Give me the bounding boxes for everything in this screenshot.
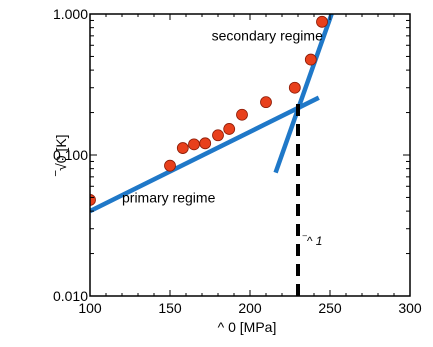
- data-point: [316, 15, 328, 28]
- y-tick-label: 0.100: [53, 147, 88, 163]
- data-point: [176, 142, 189, 154]
- x-tick-label: 250: [318, 300, 342, 316]
- fit-line-1: [90, 95, 320, 214]
- x-tick-label: 200: [238, 300, 262, 316]
- data-point: [260, 96, 272, 109]
- fit-line-2: [273, 14, 334, 174]
- data-point: [223, 123, 236, 135]
- x-tick-label: 150: [158, 300, 182, 316]
- x-tick-label: 300: [398, 300, 422, 316]
- y-tick-label: 1.000: [53, 6, 88, 22]
- annotation-2: ‾^ 1: [302, 234, 323, 248]
- plot-frame: [89, 13, 411, 297]
- data-point: [164, 159, 176, 172]
- y-axis-title: ‾√0 [K]: [53, 134, 69, 176]
- data-point: [288, 81, 301, 94]
- data-point: [304, 53, 317, 66]
- x-axis-title: ^ 0 [MPa]: [218, 319, 277, 335]
- y-tick-label: 0.010: [53, 288, 88, 304]
- annotation-0: secondary regime: [212, 27, 323, 43]
- data-point: [212, 129, 224, 142]
- data-point: [188, 138, 200, 151]
- data-point: [199, 137, 212, 150]
- data-point: [236, 108, 248, 121]
- annotation-1: primary regime: [122, 190, 216, 206]
- x-tick-label: 100: [78, 300, 102, 316]
